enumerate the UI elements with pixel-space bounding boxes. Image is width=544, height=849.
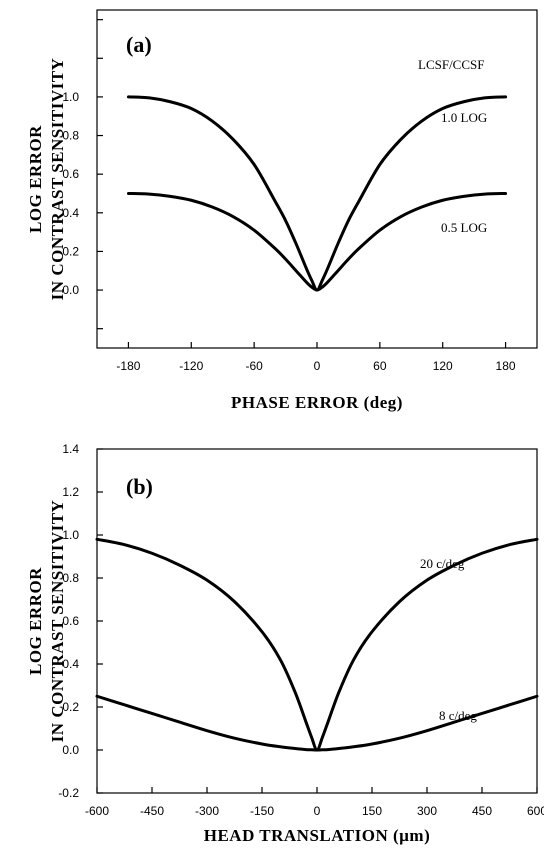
panel-b-y-tick-label: 0.8 [62,571,79,585]
panel-a-y-tick-label: 0.0 [62,283,79,297]
panel-a-series-1-label: 1.0 LOG [441,110,487,125]
panel-a-y-tick-label: 0.6 [62,167,79,181]
panel-b-y-axis-title-line-1: LOG ERROR [26,567,45,675]
panel-b-x-tick-label: -150 [250,804,274,818]
panel-a-y-tick-label: 1.0 [62,90,79,104]
panel-a-series-1-line [126,95,508,292]
panel-a-legend-title: LCSF/CCSF [418,57,485,72]
panel-b-y-tick-label: 0.0 [62,743,79,757]
panel-b-x-tick-label: 450 [472,804,492,818]
panel-b-x-ticks: -600 -450 -300 -150 0 150 300 450 600 [85,787,544,818]
panel-a-curves [126,95,508,292]
panel-a-x-ticks: -180 -120 -60 0 60 120 180 [116,342,516,373]
panel-a-y-tick-label: 0.8 [62,129,79,143]
panel-b-frame [96,448,538,794]
panel-b: -0.2 0.0 0.2 0.4 0.6 0.8 1.0 1.2 1.4 -600 -450 -30… [26,442,544,845]
panel-b-y-tick-label: 0.6 [62,614,79,628]
panel-a-x-tick-label: 0 [314,359,321,373]
panel-a-label: (a) [126,32,152,57]
panel-a-y-ticks: 0.0 0.2 0.4 0.6 0.8 1.0 [62,19,103,330]
panel-b-y-tick-label: 1.0 [62,528,79,542]
panel-a-x-tick-label: 120 [433,359,453,373]
panel-a-x-tick-label: -180 [116,359,140,373]
panel-b-x-tick-label: 300 [417,804,437,818]
panel-a-x-tick-label: 180 [496,359,516,373]
panel-b-x-tick-label: 600 [527,804,544,818]
panel-b-series-1-label: 20 c/deg [420,556,465,571]
panel-b-series-2-label: 8 c/deg [439,708,477,723]
panel-b-x-tick-label: 150 [362,804,382,818]
panel-a-x-axis-title: PHASE ERROR (deg) [231,393,403,412]
panel-a-series-2-label: 0.5 LOG [441,220,487,235]
panel-a: 0.00.20.40.60.81.0 -180 -120 -60 0 60 120 180 … [26,9,538,412]
panel-a-x-tick-label: -120 [179,359,203,373]
panel-b-curves [95,537,539,752]
panel-a-x-tick-label: 60 [373,359,387,373]
panel-b-y-tick-label: 1.4 [62,442,79,456]
panel-a-y-tick-label: 0.2 [62,244,79,258]
panel-b-x-tick-label: 0 [314,804,321,818]
panel-b-y-tick-label: 0.2 [62,700,79,714]
panel-b-y-ticks: -0.2 0.0 0.2 0.4 0.6 0.8 1.0 1.2 1.4 [58,442,103,800]
panel-a-series-2-line [126,191,508,292]
panel-b-x-axis-title: HEAD TRANSLATION (µm) [204,826,431,845]
panel-b-label: (b) [126,474,153,499]
panel-b-y-tick-label: 1.2 [62,485,79,499]
panel-b-x-tick-label: -600 [85,804,109,818]
panel-a-y-axis-title-line-1: LOG ERROR [26,125,45,233]
panel-b-x-tick-label: -450 [140,804,164,818]
panel-b-x-tick-label: -300 [195,804,219,818]
panel-b-y-tick-label: 0.4 [62,657,79,671]
panel-a-y-tick-label: 0.4 [62,206,79,220]
panel-a-x-tick-label: -60 [245,359,263,373]
panel-b-series-2-line [95,694,539,752]
panel-b-y-axis-title-line-2: IN CONTRAST SENSITIVITY [48,500,67,743]
panel-b-y-tick-label: -0.2 [58,786,79,800]
panel-a-y-axis-title-line-2: IN CONTRAST SENSITIVITY [48,58,67,301]
